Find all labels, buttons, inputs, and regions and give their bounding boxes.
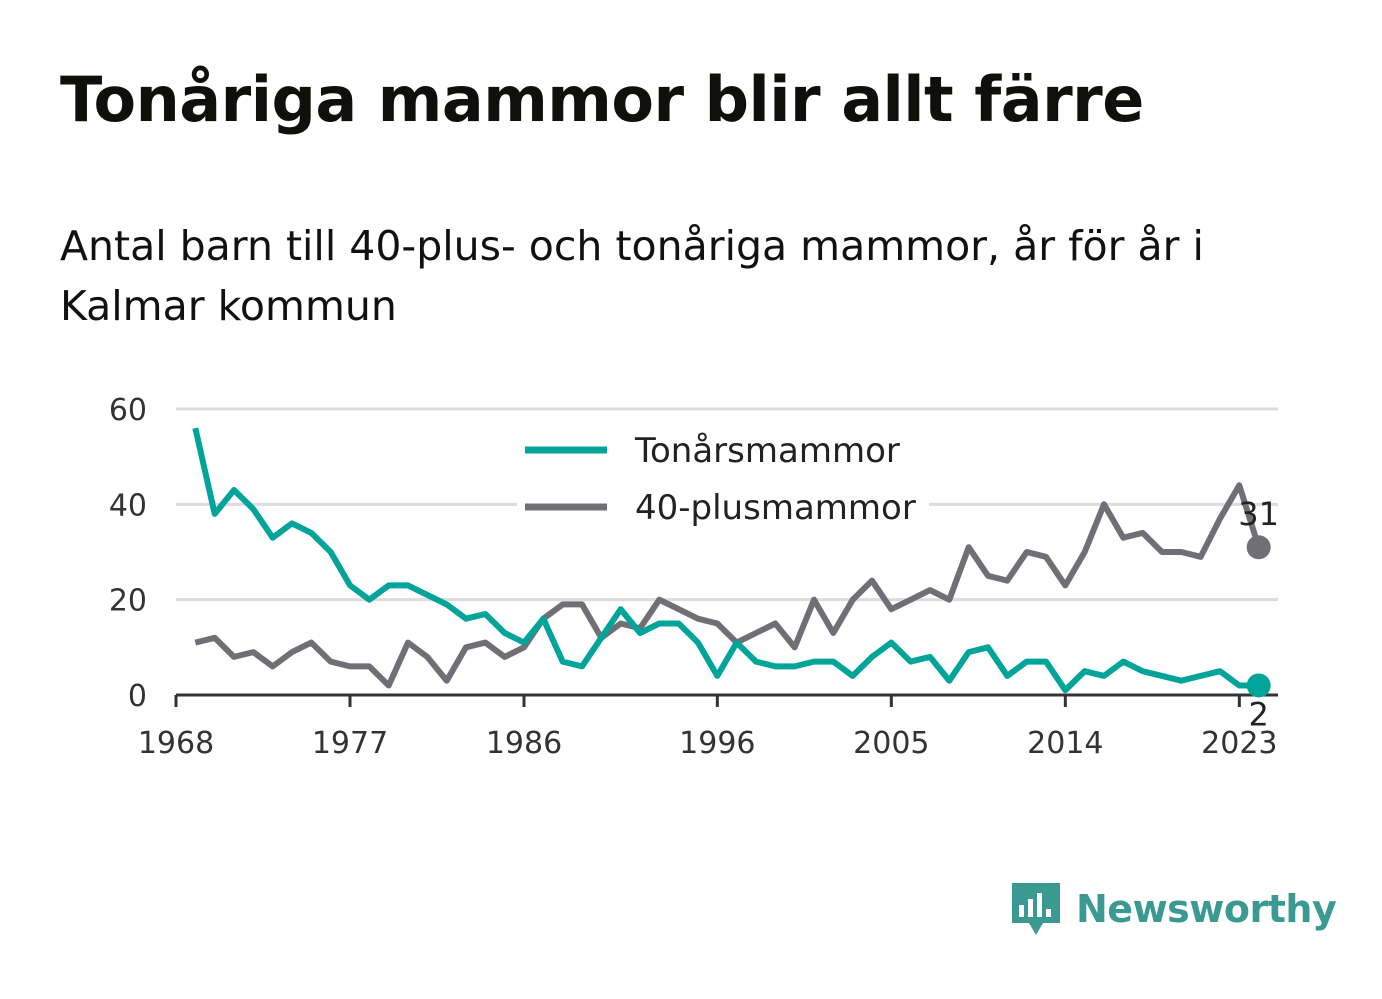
- newsworthy-logo: Newsworthy: [1010, 876, 1337, 942]
- end-value-label: 31: [1238, 495, 1279, 533]
- x-tick-label: 2005: [853, 726, 929, 761]
- y-tick-label: 40: [109, 488, 147, 523]
- y-tick-label: 0: [128, 679, 147, 714]
- end-point-marker: [1246, 535, 1271, 560]
- end-labels: 31 2: [1238, 495, 1279, 733]
- x-tick-label: 1977: [312, 726, 388, 761]
- series-lines: [192, 427, 1262, 694]
- newsworthy-bar-chart-icon: [1012, 883, 1060, 935]
- axes: 0 20 40 60 1968 1977 1986 1996 2005 2014 2023: [109, 393, 1278, 761]
- x-tick-label: 2014: [1027, 726, 1103, 761]
- chart-subtitle: Antal barn till 40-plus- och tonåriga ma…: [60, 222, 1204, 330]
- legend-background: [517, 420, 929, 472]
- y-tick-label: 20: [109, 584, 147, 619]
- brand-name: Newsworthy: [1076, 887, 1337, 931]
- legend: Tonårsmammor 40-plusmammor: [517, 420, 929, 529]
- x-tick-label: 1996: [679, 726, 755, 761]
- chart-title: Tonåriga mammor blir allt färre: [60, 63, 1144, 136]
- y-tick-label: 60: [109, 393, 147, 428]
- legend-background: [517, 477, 929, 529]
- legend-label: Tonårsmammor: [634, 431, 900, 471]
- legend-label: 40-plusmammor: [635, 488, 916, 528]
- end-value-label: 2: [1248, 695, 1268, 733]
- x-tick-label: 1968: [138, 726, 214, 761]
- series-line-40-plusmammor: [194, 482, 1262, 689]
- series-line-tonårsmammor: [192, 427, 1259, 694]
- end-point-marker: [1246, 673, 1271, 698]
- x-tick-label: 2023: [1201, 726, 1277, 761]
- x-tick-label: 1986: [486, 726, 562, 761]
